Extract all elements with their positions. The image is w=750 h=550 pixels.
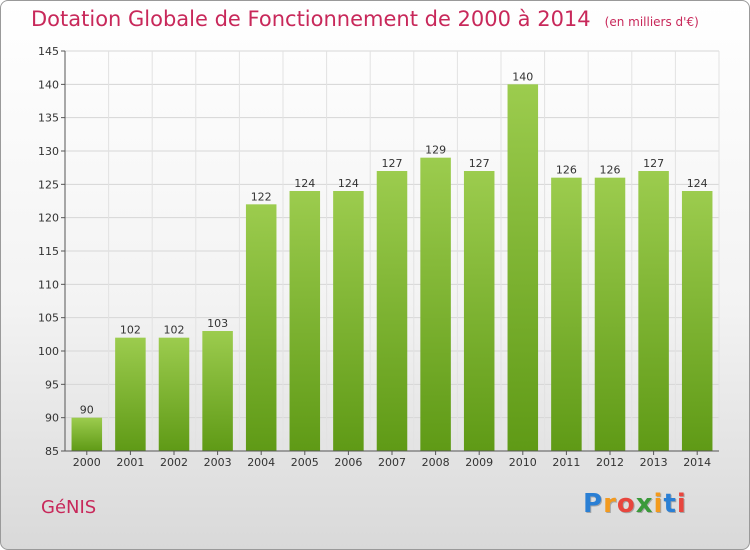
bars	[71, 84, 713, 451]
logo-letter: i	[653, 489, 664, 519]
y-tick-label: 115	[38, 245, 59, 258]
x-tick-label: 2002	[160, 456, 188, 469]
chart-unit: (en milliers d'€)	[604, 15, 699, 29]
data-label: 124	[294, 177, 315, 190]
x-tick-label: 2012	[596, 456, 624, 469]
data-label: 102	[164, 324, 185, 337]
bar	[245, 204, 277, 451]
chart-title: Dotation Globale de Fonctionnement de 20…	[31, 7, 699, 31]
x-tick-label: 2004	[247, 456, 275, 469]
chart-title-text: Dotation Globale de Fonctionnement de 20…	[31, 7, 591, 31]
y-tick-label: 140	[38, 78, 59, 91]
y-tick-label: 110	[38, 278, 59, 291]
y-tick-label: 85	[45, 445, 59, 458]
y-tick-label: 135	[38, 112, 59, 125]
bar	[289, 191, 321, 451]
y-tick-label: 90	[45, 412, 59, 425]
logo-letter: x	[635, 489, 654, 519]
data-label: 129	[425, 144, 446, 157]
data-label: 90	[80, 404, 94, 417]
data-label: 124	[687, 177, 708, 190]
x-tick-label: 2007	[378, 456, 406, 469]
logo-letter: t	[663, 489, 677, 519]
data-label: 127	[643, 157, 664, 170]
y-tick-label: 95	[45, 378, 59, 391]
bar	[115, 337, 146, 451]
logo-letter: P	[583, 489, 604, 519]
data-label: 124	[338, 177, 359, 190]
bar	[507, 84, 539, 451]
y-tick-label: 130	[38, 145, 59, 158]
y-tick-label: 120	[38, 212, 59, 225]
axes	[61, 50, 719, 455]
y-tick-label: 145	[38, 45, 59, 58]
bar	[376, 171, 408, 451]
x-tick-label: 2014	[683, 456, 711, 469]
y-tick-label: 100	[38, 345, 59, 358]
x-tick-label: 2000	[73, 456, 101, 469]
data-label: 126	[600, 164, 621, 177]
bar	[551, 177, 582, 451]
proxiti-logo: Proxiti	[583, 489, 687, 519]
y-tick-label: 125	[38, 178, 59, 191]
data-label: 140	[512, 70, 533, 83]
bar	[420, 157, 451, 451]
data-label: 127	[469, 157, 490, 170]
bar	[158, 337, 190, 451]
bar	[638, 171, 669, 451]
data-label: 122	[251, 190, 272, 203]
x-tick-label: 2013	[640, 456, 668, 469]
y-tick-label: 105	[38, 312, 59, 325]
x-tick-label: 2003	[204, 456, 232, 469]
bar	[463, 171, 495, 451]
logo-letter: o	[616, 489, 636, 519]
x-tick-label: 2005	[291, 456, 319, 469]
x-tick-label: 2010	[509, 456, 537, 469]
x-tick-label: 2006	[334, 456, 362, 469]
bar	[333, 191, 364, 451]
data-label: 103	[207, 317, 228, 330]
logo-letter: i	[676, 489, 687, 519]
bar	[681, 191, 713, 451]
bar	[71, 417, 103, 451]
labels: 85 90 95 100 105 110 115 120 125 130 135 140 145 90 20…	[38, 45, 711, 469]
logo-letter: r	[603, 489, 617, 519]
data-label: 102	[120, 324, 141, 337]
town-name: GéNIS	[41, 497, 97, 518]
bar	[202, 331, 233, 451]
data-label: 127	[382, 157, 403, 170]
x-tick-label: 2001	[116, 456, 144, 469]
bar	[594, 177, 626, 451]
x-tick-label: 2008	[422, 456, 450, 469]
data-label: 126	[556, 164, 577, 177]
x-tick-label: 2009	[465, 456, 493, 469]
x-tick-label: 2011	[552, 456, 580, 469]
